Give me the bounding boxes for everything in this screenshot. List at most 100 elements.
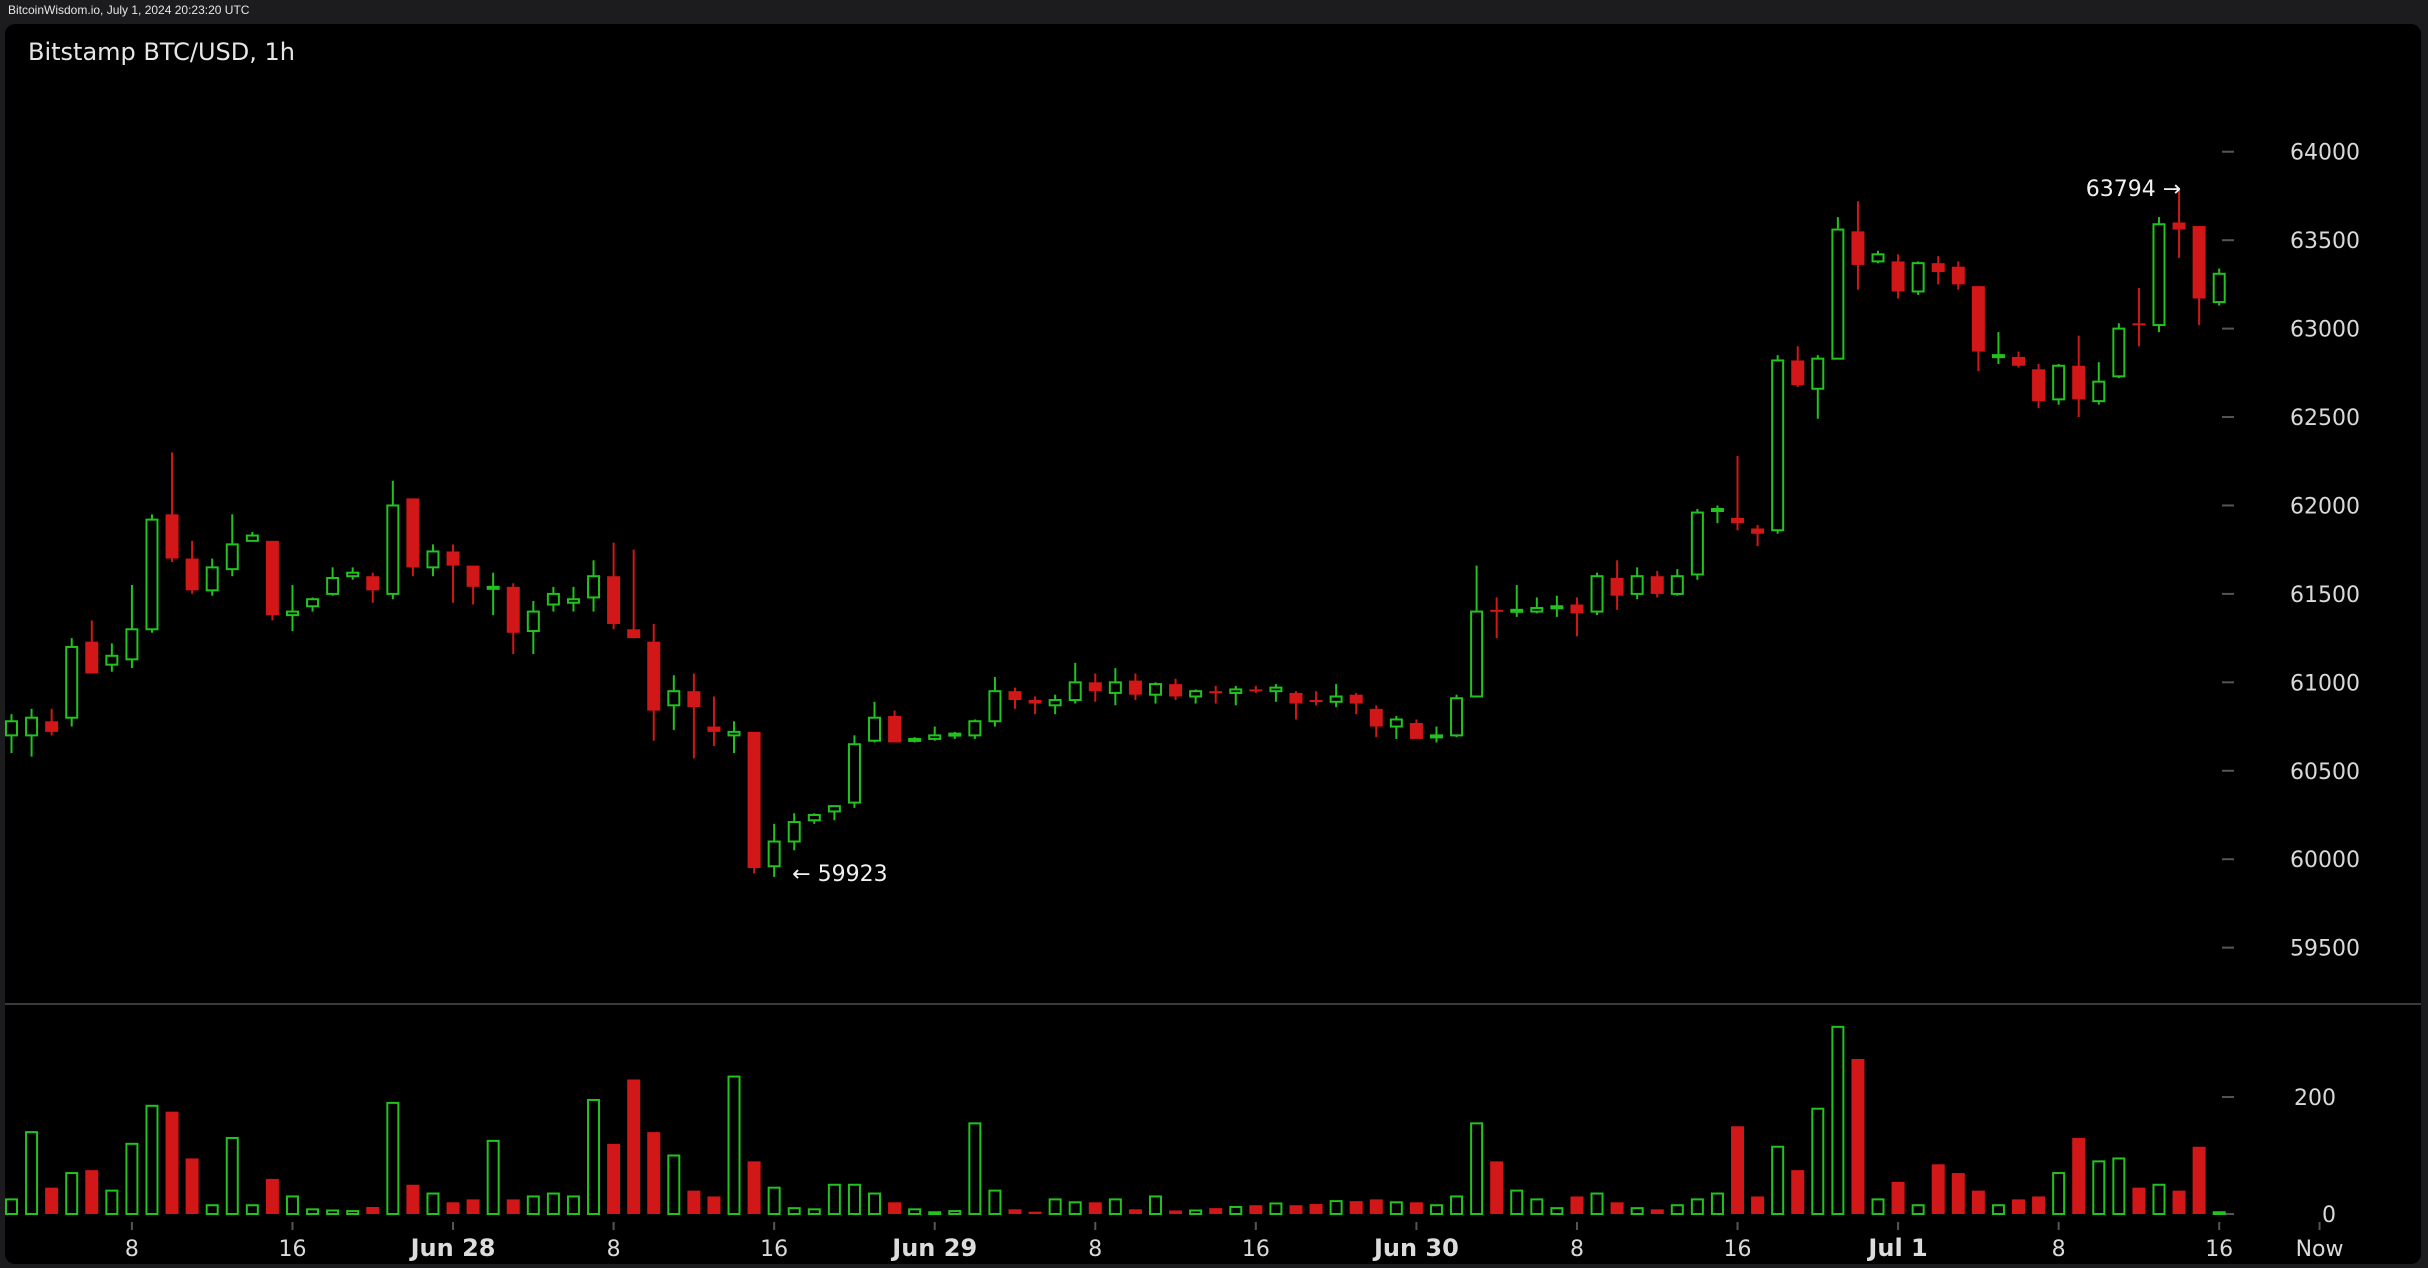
volume-bar-up: [2212, 1211, 2226, 1216]
volume-bar-up: [426, 1192, 440, 1215]
candlestick-series: [5, 188, 2226, 877]
candle-body-down: [1650, 576, 1664, 594]
candle-body-up: [2092, 380, 2106, 403]
candle-body-down: [1851, 231, 1865, 265]
candle: [486, 572, 500, 616]
volume-bar-down: [1349, 1201, 1363, 1214]
candle-body-up: [727, 730, 741, 737]
candle-body-down: [627, 629, 641, 639]
candle: [1550, 595, 1564, 617]
volume-bar-up: [1269, 1202, 1283, 1216]
volume-bar-up: [1911, 1204, 1925, 1216]
candle: [2012, 351, 2025, 368]
candle-body-up: [1710, 508, 1724, 513]
candle-body-down: [185, 558, 199, 591]
volume-bar-up: [1871, 1198, 1885, 1215]
candle: [466, 565, 480, 605]
candle-body-up: [847, 743, 861, 804]
candle-body-up: [25, 716, 39, 737]
candle-body-up: [326, 576, 340, 595]
candle: [566, 586, 580, 612]
candle: [1630, 567, 1644, 600]
candle: [1108, 668, 1122, 706]
candle: [25, 708, 39, 757]
candle: [1450, 694, 1464, 738]
price-annotations: 63794 → ← 59923: [792, 177, 2181, 887]
candle-body-up: [1831, 228, 1845, 360]
candle-body-down: [1349, 694, 1363, 704]
volume-bar-down: [466, 1199, 480, 1214]
candle: [888, 710, 902, 743]
candle: [1309, 691, 1323, 706]
candle-body-down: [1128, 680, 1142, 695]
candle: [1389, 715, 1403, 739]
candle: [1871, 250, 1885, 264]
candle: [1931, 256, 1945, 285]
hour-label: 8: [607, 1237, 621, 1262]
volume-tick-label: 0: [2322, 1203, 2336, 1228]
candle: [45, 708, 59, 736]
candle: [1851, 201, 1865, 290]
candle: [1690, 509, 1704, 580]
candle: [546, 586, 560, 612]
candle-body-up: [426, 550, 440, 569]
candle-body-down: [1409, 723, 1423, 739]
candle-body-down: [1570, 604, 1584, 614]
price-tick-label: 63500: [2290, 229, 2360, 254]
candle: [1670, 569, 1684, 596]
candle: [85, 620, 99, 674]
volume-bar-up: [1710, 1192, 1724, 1215]
volume-bar-down: [647, 1132, 661, 1214]
candle: [2052, 363, 2066, 405]
candle: [807, 813, 821, 824]
candle-body-up: [667, 690, 681, 707]
candle-body-down: [45, 721, 59, 732]
candle-body-up: [205, 566, 219, 592]
candle-body-up: [225, 543, 239, 571]
candle-body-up: [1229, 688, 1243, 694]
candle-body-down: [1289, 692, 1303, 704]
volume-bar-up: [1048, 1198, 1062, 1215]
candle-body-up: [1630, 575, 1644, 595]
candle: [687, 673, 701, 759]
candle: [767, 823, 781, 877]
candle: [306, 597, 320, 612]
date-label: Jul 1: [1866, 1234, 1927, 1262]
candle: [2032, 363, 2046, 409]
volume-bar-up: [928, 1211, 942, 1216]
candle-body-down: [647, 641, 661, 711]
volume-bar-up: [1590, 1192, 1604, 1215]
candle: [2132, 287, 2146, 347]
volume-bar-up: [868, 1192, 882, 1215]
volume-bar-down: [607, 1143, 621, 1214]
volume-bar-down: [1951, 1173, 1965, 1214]
volume-bar-up: [667, 1154, 681, 1215]
candle-body-up: [1530, 607, 1544, 613]
volume-bar-up: [727, 1075, 741, 1215]
candle: [1409, 719, 1423, 739]
price-tick-label: 63000: [2290, 318, 2360, 343]
candle-body-down: [1309, 700, 1323, 703]
volume-bar-up: [1670, 1204, 1684, 1216]
candle: [426, 544, 440, 577]
candle-body-down: [1028, 700, 1042, 704]
candle-body-up: [1048, 699, 1062, 707]
candle: [1991, 332, 2005, 364]
date-label: Jun 28: [409, 1234, 496, 1262]
candle-body-up: [1269, 686, 1283, 693]
candle: [2172, 188, 2186, 258]
candle-body-up: [767, 840, 781, 868]
candle: [1710, 505, 1724, 524]
volume-bar-up: [326, 1209, 340, 1216]
candle-body-up: [1189, 690, 1203, 698]
candle-body-down: [747, 731, 761, 869]
volume-bar-up: [526, 1195, 540, 1216]
candle: [868, 701, 882, 743]
candle-body-down: [1610, 577, 1624, 596]
candle-body-up: [1329, 695, 1343, 703]
hour-label: 8: [1088, 1237, 1102, 1262]
volume-bar-down: [2172, 1190, 2186, 1214]
volume-bar-down: [165, 1111, 179, 1214]
candle: [647, 623, 661, 741]
